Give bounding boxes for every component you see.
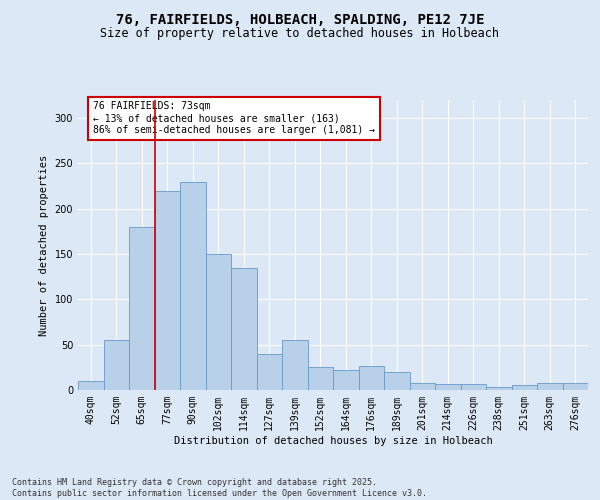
Y-axis label: Number of detached properties: Number of detached properties (39, 154, 49, 336)
Bar (384, 372, 409, 390)
Bar (409, 383, 435, 390)
X-axis label: Distribution of detached houses by size in Holbeach: Distribution of detached houses by size … (173, 436, 493, 446)
Bar (282, 340, 308, 390)
Bar (563, 383, 588, 390)
Text: 76 FAIRFIELDS: 73sqm
← 13% of detached houses are smaller (163)
86% of semi-deta: 76 FAIRFIELDS: 73sqm ← 13% of detached h… (94, 102, 376, 134)
Text: Size of property relative to detached houses in Holbeach: Size of property relative to detached ho… (101, 28, 499, 40)
Bar (180, 182, 205, 390)
Bar (511, 386, 537, 390)
Bar (333, 370, 359, 390)
Bar (129, 227, 155, 390)
Bar (155, 190, 180, 390)
Bar (537, 383, 563, 390)
Bar (231, 268, 257, 390)
Bar (461, 384, 486, 390)
Bar (359, 366, 384, 390)
Bar (205, 254, 231, 390)
Bar (78, 381, 104, 390)
Bar (435, 384, 461, 390)
Text: Contains HM Land Registry data © Crown copyright and database right 2025.
Contai: Contains HM Land Registry data © Crown c… (12, 478, 427, 498)
Bar (104, 340, 129, 390)
Bar (257, 354, 282, 390)
Bar (308, 368, 333, 390)
Bar (486, 388, 511, 390)
Text: 76, FAIRFIELDS, HOLBEACH, SPALDING, PE12 7JE: 76, FAIRFIELDS, HOLBEACH, SPALDING, PE12… (116, 12, 484, 26)
